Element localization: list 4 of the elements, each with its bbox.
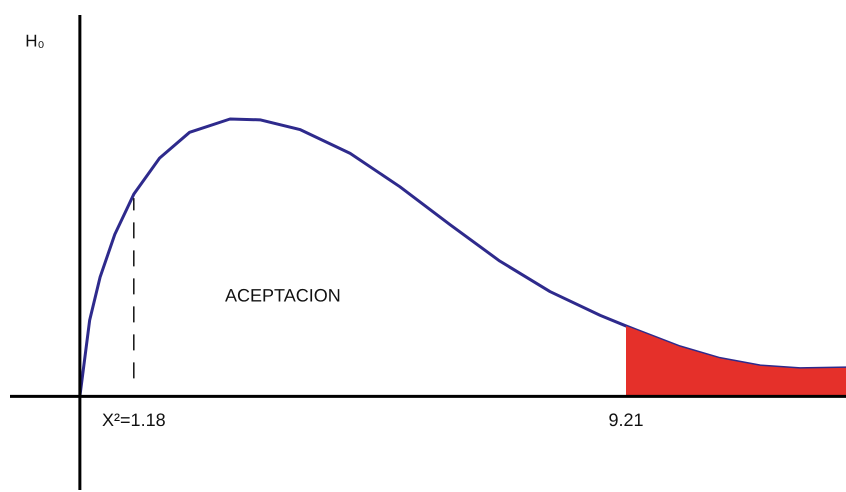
x-tick-label: 9.21 <box>608 410 644 430</box>
y-axis-title: H₀ <box>25 32 45 51</box>
annotation: ACEPTACION <box>225 285 341 306</box>
x-tick-label: X²=1.18 <box>102 410 166 430</box>
